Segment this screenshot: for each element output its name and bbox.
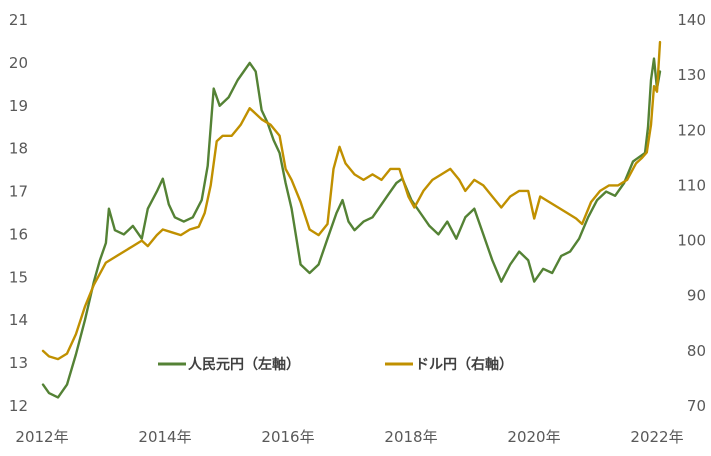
right-axis-tick-label: 140 — [677, 11, 706, 29]
right-axis-tick-label: 130 — [677, 66, 706, 84]
left-axis-tick-label: 19 — [9, 97, 28, 115]
legend: 人民元円（左軸） ドル円（右軸） — [158, 356, 513, 373]
left-axis-ticks: 12 13 14 15 16 17 18 19 20 21 — [9, 11, 28, 415]
right-axis-tick-label: 100 — [677, 232, 706, 250]
series-line-cny-jpy — [41, 57, 662, 399]
right-axis-tick-label: 90 — [687, 287, 706, 305]
x-axis-ticks: 2012年 2014年 2016年 2018年 2020年 2022年 — [15, 428, 683, 446]
right-axis-tick-label: 120 — [677, 121, 706, 139]
x-axis-tick-label: 2022年 — [630, 428, 683, 446]
x-axis-tick-label: 2016年 — [261, 428, 314, 446]
left-axis-tick-label: 12 — [9, 397, 28, 415]
left-axis-tick-label: 17 — [9, 183, 28, 201]
x-axis-tick-label: 2014年 — [138, 428, 191, 446]
x-axis-tick-label: 2020年 — [507, 428, 560, 446]
x-axis-tick-label: 2012年 — [15, 428, 68, 446]
left-axis-tick-label: 15 — [9, 268, 28, 286]
left-axis-tick-label: 16 — [9, 225, 28, 243]
right-axis-tick-label: 110 — [677, 176, 706, 194]
plot-area — [41, 40, 662, 399]
right-axis-tick-label: 80 — [687, 342, 706, 360]
x-axis-tick-label: 2018年 — [384, 428, 437, 446]
left-axis-tick-label: 14 — [9, 311, 28, 329]
series-line-usd-jpy — [41, 40, 662, 361]
left-axis-tick-label: 21 — [9, 11, 28, 29]
legend-label: ドル円（右軸） — [415, 356, 513, 373]
legend-label: 人民元円（左軸） — [188, 356, 300, 373]
left-axis-tick-label: 13 — [9, 354, 28, 372]
left-axis-tick-label: 20 — [9, 54, 28, 72]
left-axis-tick-label: 18 — [9, 140, 28, 158]
right-axis-ticks: 70 80 90 100 110 120 130 140 — [677, 11, 706, 415]
right-axis-tick-label: 70 — [687, 397, 706, 415]
